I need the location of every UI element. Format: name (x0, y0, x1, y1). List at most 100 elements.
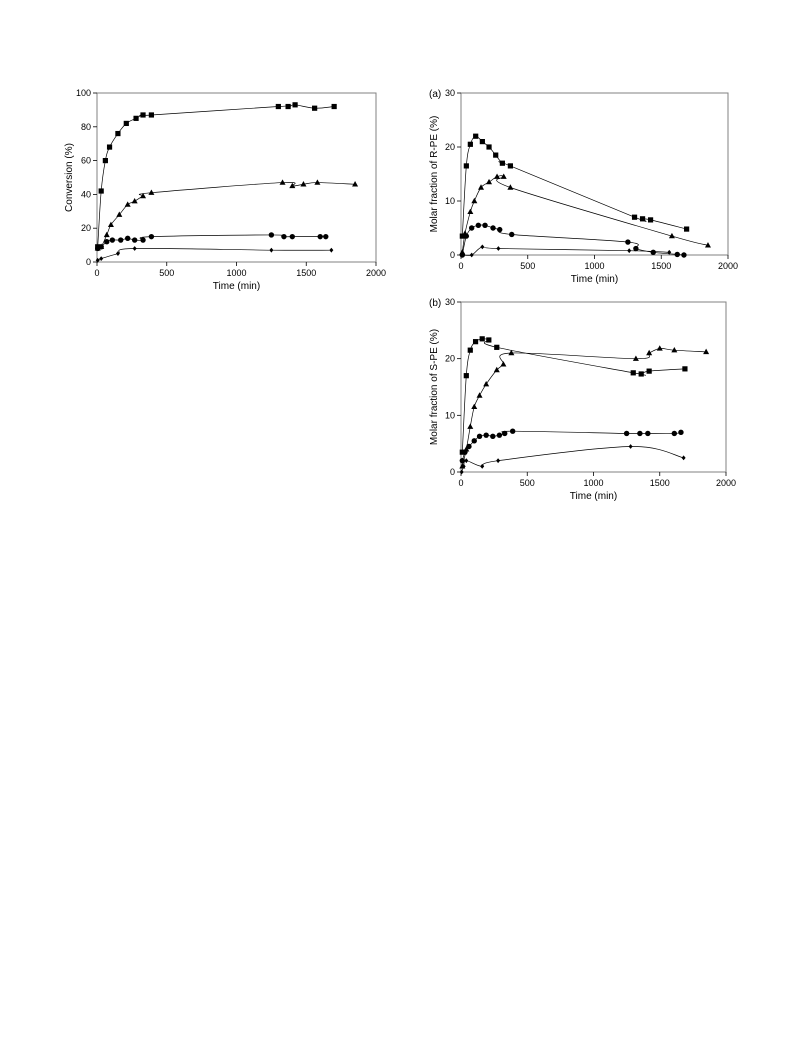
square-series (459, 133, 690, 239)
triangle-point (507, 184, 514, 190)
y-tick-label: 0 (450, 250, 455, 260)
triangle-point (632, 355, 639, 361)
plot-area (96, 92, 377, 263)
circle-series (94, 232, 329, 252)
y-tick-label: 10 (445, 410, 455, 420)
triangle-point (467, 208, 474, 214)
triangle-point (124, 201, 131, 207)
y-tick-label: 10 (445, 196, 455, 206)
square-point (463, 163, 469, 169)
x-tick-label: 500 (159, 268, 174, 278)
square-point (638, 371, 644, 377)
circle-point (140, 237, 146, 243)
triangle-point (140, 192, 147, 199)
square-point (459, 233, 465, 239)
circle-point (109, 237, 116, 243)
triangle-point (148, 189, 155, 195)
x-tick-label: 500 (520, 261, 535, 271)
circle-point (674, 251, 680, 258)
triangle-point (500, 173, 507, 179)
triangle-point (493, 366, 500, 373)
y-axis-label: Conversion (%) (64, 143, 75, 212)
circle-point (681, 252, 687, 258)
circle-point (466, 443, 472, 450)
square-point (292, 102, 298, 108)
triangle-point (471, 403, 478, 410)
x-tick-label: 0 (458, 478, 463, 488)
x-tick-label: 0 (94, 268, 99, 278)
diamond-point (329, 247, 334, 253)
conversion-chart: 0 500 1000 1500 2000 0 20 40 60 80 100 Time (min) Co… (64, 88, 386, 292)
s-pe-chart: 0 500 1000 1500 2000 0 10 20 30 Time (min) Molar f… (429, 297, 736, 502)
triangle-point (131, 197, 138, 204)
square-point (133, 115, 139, 121)
diamond-point (469, 252, 474, 258)
x-tick-label: 2000 (366, 268, 386, 278)
triangle-point (483, 380, 490, 387)
circle-point (323, 233, 329, 240)
square-point (646, 368, 652, 374)
triangle-point (107, 221, 114, 228)
circle-point (289, 233, 295, 240)
y-axis-label: Molar fraction of R-PE (%) (429, 116, 440, 233)
triangle-point (103, 231, 110, 238)
series-line (461, 446, 684, 473)
square-point (285, 103, 291, 110)
circle-point (118, 237, 124, 243)
diamond-series (460, 244, 672, 258)
circle-point (476, 433, 483, 439)
diamond-series (459, 444, 686, 475)
diamond-point (496, 458, 501, 464)
circle-series (459, 222, 687, 258)
triangle-point (656, 345, 663, 351)
plot-area (460, 301, 727, 473)
square-series (95, 102, 337, 250)
square-point (682, 366, 688, 372)
circle-point (502, 430, 508, 437)
square-point (467, 141, 473, 147)
square-point (479, 139, 485, 145)
circle-point (131, 237, 138, 243)
circle-point (462, 449, 468, 455)
triangle-point (668, 232, 675, 239)
square-point (463, 373, 469, 379)
circle-point (471, 438, 477, 444)
series-line (461, 175, 709, 253)
x-tick-label: 1000 (584, 261, 604, 271)
circle-point (148, 233, 155, 240)
diamond-series (95, 246, 334, 263)
panel-label: (b) (429, 298, 441, 309)
circle-point (268, 232, 275, 238)
triangle-point (471, 197, 478, 204)
x-tick-label: 1500 (651, 261, 671, 271)
circle-point (496, 432, 503, 438)
series-line (97, 104, 335, 247)
square-point (98, 188, 104, 194)
square-point (486, 144, 492, 150)
circle-point (317, 233, 323, 240)
x-axis-label: Time (min) (570, 491, 617, 502)
y-tick-label: 100 (76, 88, 91, 98)
diamond-point (496, 246, 501, 251)
square-point (123, 120, 129, 127)
square-point (647, 217, 654, 223)
diamond-point (95, 257, 100, 263)
circle-point (671, 430, 678, 437)
circle-point (678, 429, 684, 436)
diamond-point (628, 444, 633, 449)
diamond-point (464, 458, 469, 464)
x-tick-label: 0 (458, 261, 463, 271)
y-tick-label: 80 (81, 122, 91, 132)
circle-point (104, 239, 110, 245)
triangle-point (116, 211, 123, 217)
square-point (148, 112, 155, 118)
triangle-point (704, 242, 711, 248)
triangle-point (508, 349, 515, 356)
triangle-series (459, 173, 711, 255)
x-tick-label: 1500 (650, 478, 670, 488)
circle-point (98, 244, 104, 250)
square-point (486, 337, 492, 343)
circle-series (459, 428, 684, 464)
circle-point (509, 231, 515, 238)
series-line (97, 248, 332, 261)
